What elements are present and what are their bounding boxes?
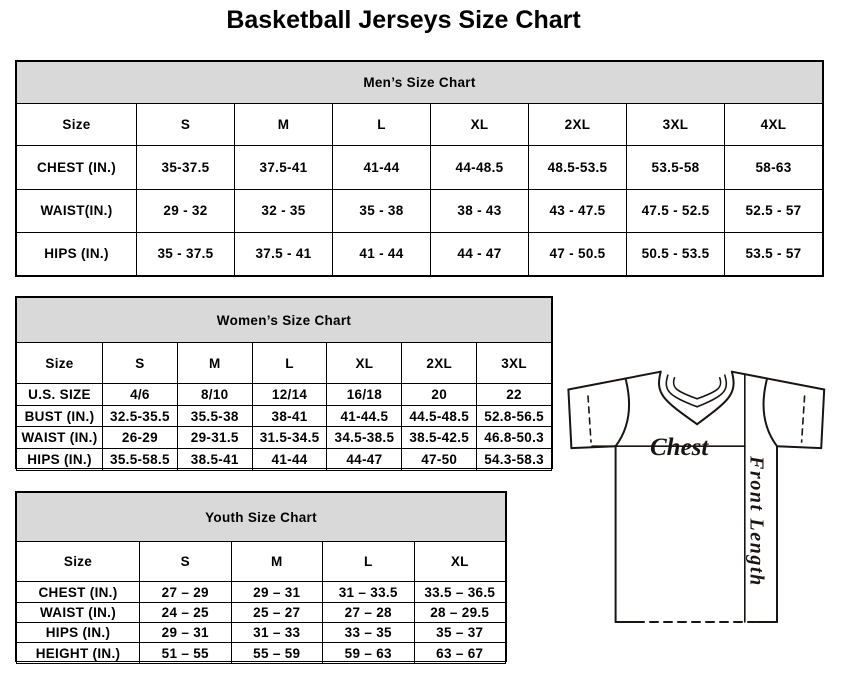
svg-text:Chest: Chest — [650, 434, 709, 461]
svg-text:Front Length: Front Length — [746, 455, 768, 587]
